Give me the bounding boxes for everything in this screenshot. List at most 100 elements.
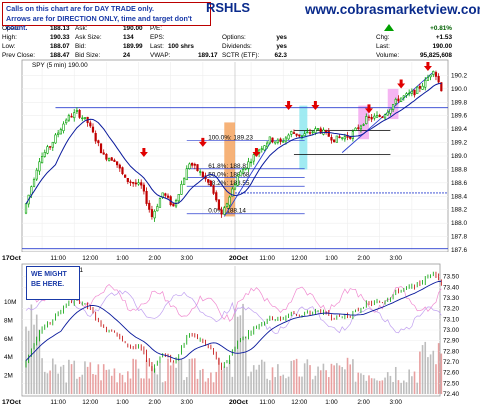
volume-bar <box>341 366 343 394</box>
down-arrow-icon <box>311 101 320 110</box>
volume-bar <box>285 378 287 394</box>
lower-tick: 72.50 <box>443 380 459 387</box>
candle-body <box>424 79 427 88</box>
volume-bar <box>349 364 352 394</box>
lower-tick: 72.40 <box>443 391 459 398</box>
time-tick: 11:00 <box>50 255 66 262</box>
candle-body <box>228 196 231 206</box>
quote-label: Ask: <box>75 25 88 32</box>
candle-body <box>107 158 111 161</box>
candle-body <box>199 171 202 173</box>
time-tick: 3:00 <box>390 255 403 262</box>
volume-bar <box>282 374 285 394</box>
candle-body <box>249 161 253 164</box>
time-tick-bottom: 3:00 <box>390 399 403 406</box>
price-candles <box>24 70 443 222</box>
volume-tick: 6M <box>4 336 13 343</box>
quote-label: Bid: <box>75 43 86 50</box>
candle-body <box>418 86 421 89</box>
volume-bar <box>247 376 250 394</box>
candle-body <box>276 139 279 143</box>
quote-label: EPS: <box>150 34 165 41</box>
volume-bar <box>46 373 49 394</box>
volume-bar <box>244 336 247 394</box>
candle-body <box>51 141 54 148</box>
candle-body <box>391 104 395 110</box>
candle-body <box>196 164 199 172</box>
candle-body <box>274 141 277 144</box>
volume-bar <box>148 378 151 394</box>
disclaimer-note: Calls on this chart are for DAY TRADE on… <box>2 2 211 32</box>
volume-bar <box>327 377 330 394</box>
price-tick: 189.4 <box>451 126 467 133</box>
candle-body <box>140 182 143 186</box>
website-banner[interactable]: www.cobrasmarketview.com <box>305 0 480 19</box>
price-tick: 189.0 <box>451 153 467 160</box>
candle-body <box>191 162 194 166</box>
candle-body <box>349 136 352 139</box>
quote-label: P/E: <box>150 25 162 32</box>
candle-body <box>303 133 306 137</box>
volume-tick: 4M <box>4 354 13 361</box>
volume-bar <box>68 359 70 394</box>
volume-bar <box>303 363 306 394</box>
quote-label: Options: <box>222 34 246 41</box>
candle-body <box>121 167 124 175</box>
price-tick: 189.6 <box>451 113 467 120</box>
quote-label: SCTR (ETF): <box>222 52 259 59</box>
volume-bar <box>397 380 400 394</box>
candle-body <box>268 136 271 144</box>
candle-body <box>220 209 223 215</box>
volume-bar <box>287 376 290 394</box>
candle-body <box>386 111 389 116</box>
might-be-here-note: WE MIGHT BE HERE. <box>26 266 80 300</box>
volume-bar <box>97 364 100 394</box>
volume-bar <box>357 372 360 394</box>
volume-bar <box>381 380 384 394</box>
volume-bar <box>175 367 177 394</box>
time-tick: 2:00 <box>148 255 161 262</box>
candle-body <box>54 134 57 144</box>
volume-bar <box>432 350 435 394</box>
candle-body <box>282 141 285 143</box>
volume-bar <box>360 373 362 394</box>
volume-bar <box>100 380 102 394</box>
candle-body <box>292 132 296 134</box>
quote-value: 100 shrs <box>168 43 194 50</box>
volume-bar <box>317 366 319 394</box>
candle-body <box>105 153 108 160</box>
candle-body <box>156 206 159 212</box>
volume-bar <box>440 353 443 394</box>
quote-label: Dividends: <box>222 43 252 50</box>
candle-body <box>295 133 298 136</box>
orange-zone <box>224 122 235 217</box>
quote-value: 190.00 <box>123 25 143 32</box>
candle-body <box>62 123 65 132</box>
candle-body <box>185 168 188 181</box>
volume-bar <box>421 345 424 394</box>
candle-body <box>287 134 290 140</box>
volume-bar <box>405 382 408 394</box>
volume-bar <box>269 380 271 394</box>
candle-body <box>137 182 140 185</box>
candle-body <box>341 137 344 139</box>
date-label-bottom-1: 17Oct <box>2 399 22 406</box>
lower-ma-line <box>25 280 442 361</box>
candle-body <box>279 138 282 142</box>
candle-body <box>298 134 301 137</box>
volume-bar <box>271 367 274 394</box>
candle-body <box>132 182 135 184</box>
candle-body <box>38 161 41 172</box>
candle-body <box>373 115 376 119</box>
candle-body <box>70 115 73 118</box>
bottom-time-axis: 11:00 12:00 1:00 2:00 3:00 11:00 12:00 1:00 2:00… <box>2 399 402 406</box>
quote-value: 189.17 <box>198 52 218 59</box>
volume-bar <box>188 358 191 394</box>
volume-bar <box>311 379 314 394</box>
candle-body <box>271 137 274 143</box>
lower-tick: 72.90 <box>443 338 459 345</box>
candle-body <box>150 209 154 218</box>
volume-bar <box>57 373 59 394</box>
candle-body <box>397 98 400 102</box>
